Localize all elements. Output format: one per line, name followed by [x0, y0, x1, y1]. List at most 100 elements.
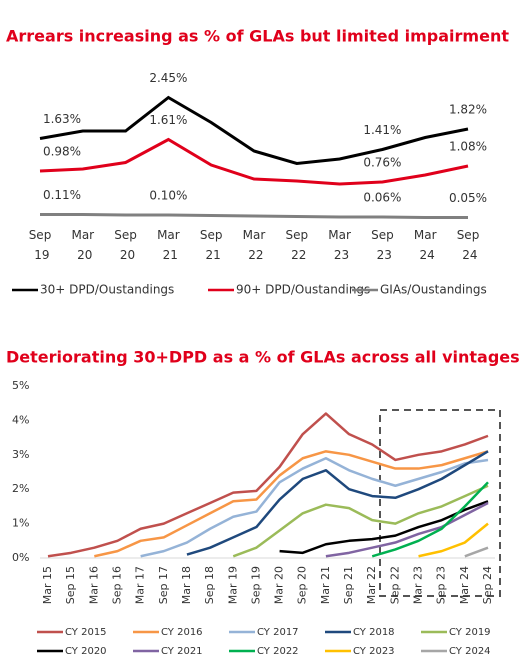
- y-tick-label: 5%: [12, 379, 29, 392]
- line: [94, 450, 489, 558]
- highlight-box: [379, 409, 501, 597]
- legend-label: CY 2015: [65, 627, 107, 638]
- x-tick-label-part: 24: [416, 248, 435, 262]
- legend-label: 30+ DPD/Oustandings: [40, 283, 174, 297]
- data-label: 1.63%: [43, 112, 81, 126]
- line: [418, 522, 489, 558]
- line: [140, 456, 489, 558]
- y-tick-label: 4%: [12, 413, 29, 426]
- line: [40, 213, 468, 219]
- line: [232, 484, 489, 558]
- legend-label: CY 2022: [257, 646, 299, 657]
- x-tick-label: Mar 20: [273, 566, 286, 604]
- legend-label: 90+ DPD/Oustandings: [236, 283, 370, 297]
- x-tick-label-part: 23: [330, 248, 349, 262]
- legend-label: CY 2024: [449, 646, 491, 657]
- x-tick-label: Mar 21: [319, 566, 332, 604]
- chart-title: Arrears increasing as % of GLAs but limi…: [6, 27, 509, 46]
- x-tick-label: Sep 21: [342, 566, 355, 604]
- legend-label: CY 2019: [449, 627, 491, 638]
- x-tick-label: Mar 15: [41, 566, 54, 604]
- line: [464, 546, 489, 558]
- x-tick-label-part: 24: [458, 248, 477, 262]
- x-tick-label-part: 22: [244, 248, 263, 262]
- x-tick-label-part: Sep: [114, 228, 137, 242]
- legend-label: CY 2017: [257, 627, 299, 638]
- legend-label: CY 2020: [65, 646, 107, 657]
- x-tick-label: Sep 15: [64, 566, 77, 604]
- y-tick-label: 0%: [12, 551, 29, 564]
- x-tick-label-part: 21: [202, 248, 221, 262]
- line: [39, 137, 469, 186]
- x-tick-label: Mar 23: [412, 566, 425, 604]
- x-tick-label-part: Mar: [243, 228, 266, 242]
- x-tick-label-part: 20: [73, 248, 92, 262]
- x-tick-label: Mar 22: [365, 566, 378, 604]
- x-tick-label-part: Sep: [457, 228, 480, 242]
- x-tick-label: Sep 24: [457, 228, 480, 262]
- x-tick-label: Mar 16: [87, 566, 100, 604]
- x-tick-label-part: 19: [30, 248, 49, 262]
- x-tick-label-part: 23: [373, 248, 392, 262]
- line: [47, 412, 489, 558]
- y-tick-label: 1%: [12, 517, 29, 530]
- y-tick-label: 2%: [12, 482, 29, 495]
- data-label: 0.10%: [149, 189, 187, 203]
- line: [39, 95, 469, 166]
- x-tick-label-part: Sep: [371, 228, 394, 242]
- x-tick-label-part: Sep: [285, 228, 308, 242]
- data-label: 1.82%: [449, 103, 487, 117]
- x-tick-label: Mar 24: [458, 566, 471, 604]
- line: [279, 500, 489, 555]
- legend-label: CY 2018: [353, 627, 395, 638]
- x-tick-label: Mar 17: [134, 566, 147, 604]
- line: [325, 501, 489, 558]
- legend-label: CY 2023: [353, 646, 395, 657]
- x-tick-label: Sep 20: [114, 228, 137, 262]
- x-tick-label-part: Mar: [71, 228, 94, 242]
- legend-label: CY 2016: [161, 627, 203, 638]
- line: [371, 481, 489, 558]
- y-tick-label: 3%: [12, 448, 29, 461]
- data-label: 0.05%: [449, 191, 487, 205]
- x-tick-label-part: Mar: [328, 228, 351, 242]
- x-tick-label: Sep 19: [249, 566, 262, 604]
- data-label: 0.98%: [43, 145, 81, 159]
- x-tick-label: Sep 23: [371, 228, 394, 262]
- x-tick-label: Sep 17: [157, 566, 170, 604]
- x-tick-label: Sep 24: [481, 566, 494, 604]
- x-tick-label-part: Sep: [200, 228, 223, 242]
- x-tick-label: Mar 20: [71, 228, 94, 262]
- data-label: 0.76%: [363, 156, 401, 170]
- data-label: 0.11%: [43, 188, 81, 202]
- x-tick-label-part: 20: [116, 248, 135, 262]
- x-tick-label: Sep 21: [200, 228, 223, 262]
- x-tick-label: Sep 22: [388, 566, 401, 604]
- x-tick-label: Sep 23: [435, 566, 448, 604]
- x-tick-label: Sep 16: [110, 566, 123, 604]
- x-tick-label: Mar 22: [243, 228, 266, 262]
- x-tick-label: Mar 24: [414, 228, 437, 262]
- x-tick-label-part: Mar: [157, 228, 180, 242]
- x-tick-label: Mar 19: [226, 566, 239, 604]
- data-label: 0.06%: [363, 191, 401, 205]
- data-label: 1.61%: [149, 113, 187, 127]
- data-label: 1.41%: [363, 123, 401, 137]
- x-tick-label: Sep 20: [296, 566, 309, 604]
- x-tick-label: Mar 21: [157, 228, 180, 262]
- data-label: 1.08%: [449, 140, 487, 154]
- x-tick-label: Sep 19: [29, 228, 52, 262]
- x-tick-label-part: 21: [159, 248, 178, 262]
- x-tick-label-part: Mar: [414, 228, 437, 242]
- x-tick-label-part: Sep: [29, 228, 52, 242]
- x-tick-label-part: 22: [287, 248, 306, 262]
- legend-label: GIAs/Oustandings: [380, 283, 487, 297]
- x-tick-label: Mar 23: [328, 228, 351, 262]
- line: [186, 450, 489, 556]
- legend-label: CY 2021: [161, 646, 203, 657]
- chart-title: Deteriorating 30+DPD as a % of GLAs acro…: [6, 348, 520, 367]
- data-label: 2.45%: [149, 71, 187, 85]
- x-tick-label: Sep 18: [203, 566, 216, 604]
- x-tick-label: Mar 18: [180, 566, 193, 604]
